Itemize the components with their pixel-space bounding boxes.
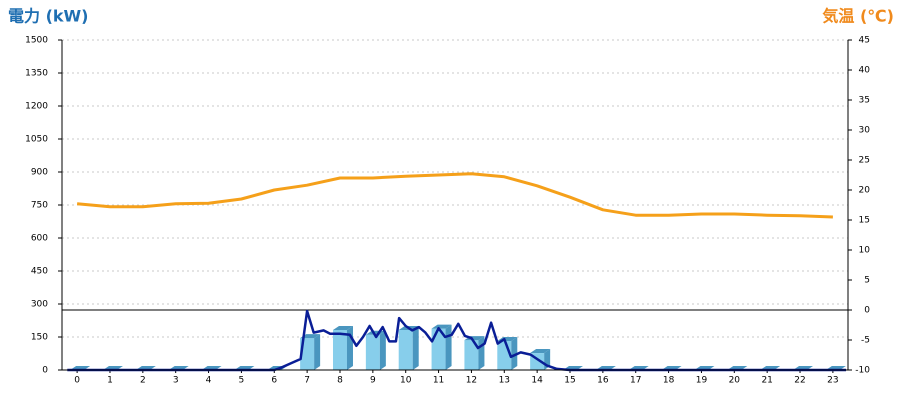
x-tick-label: 10 [400, 376, 412, 386]
bar-face [346, 325, 353, 370]
bar-face [464, 340, 479, 370]
y-tick-label: 1050 [25, 135, 48, 145]
bar [300, 334, 321, 370]
x-tick-label: 3 [173, 376, 179, 386]
y2-tick-label: 5 [864, 276, 870, 286]
y2-tick-label: 10 [859, 246, 871, 256]
bar-face [314, 334, 321, 370]
x-tick-label: 12 [466, 376, 477, 386]
bar-face [332, 329, 347, 370]
y-tick-label: 600 [31, 234, 48, 244]
bar-face [511, 336, 518, 370]
y2-tick-label: 45 [859, 36, 870, 46]
bar-face [478, 336, 485, 370]
bar [431, 324, 452, 370]
bar-face [332, 325, 353, 330]
x-tick-label: 1 [107, 376, 113, 386]
y-tick-label: 300 [31, 300, 48, 310]
bar-face [431, 328, 446, 370]
bar-face [398, 329, 413, 370]
x-tick-label: 13 [499, 376, 510, 386]
y-tick-label: 1200 [25, 102, 48, 112]
y2-tick-label: -10 [855, 366, 870, 376]
x-tick-label: 6 [271, 376, 277, 386]
bar-face [530, 349, 551, 354]
y2-tick-label: 0 [864, 306, 870, 316]
x-tick-label: 0 [74, 376, 80, 386]
bar-face [300, 338, 315, 370]
x-tick-label: 5 [239, 376, 245, 386]
y-tick-label: 1500 [25, 36, 48, 46]
y2-tick-label: 15 [859, 216, 870, 226]
bar [464, 336, 485, 370]
y2-tick-label: -5 [861, 336, 870, 346]
x-tick-label: 15 [564, 376, 575, 386]
x-tick-label: 17 [630, 376, 641, 386]
y2-tick-label: 40 [859, 66, 871, 76]
x-tick-label: 16 [597, 376, 609, 386]
line [67, 309, 846, 372]
bar [398, 325, 419, 370]
x-tick-label: 18 [663, 376, 675, 386]
bar-face [412, 325, 419, 370]
y-tick-label: 750 [31, 201, 48, 211]
x-tick-label: 4 [206, 376, 212, 386]
x-tick-label: 23 [827, 376, 838, 386]
x-tick-label: 9 [370, 376, 376, 386]
y2-tick-label: 30 [859, 126, 871, 136]
y2-tick-label: 25 [859, 156, 870, 166]
y-tick-label: 0 [42, 366, 48, 376]
x-tick-label: 22 [794, 376, 805, 386]
y2-tick-label: 35 [859, 96, 870, 106]
bar-face [300, 334, 321, 339]
bar [365, 330, 386, 370]
y-tick-label: 150 [31, 333, 48, 343]
y-tick-label: 1350 [25, 69, 48, 79]
x-tick-label: 11 [433, 376, 444, 386]
bar-face [431, 324, 452, 329]
x-tick-label: 2 [140, 376, 146, 386]
bar-face [445, 324, 452, 370]
x-tick-label: 8 [337, 376, 343, 386]
bar-face [365, 334, 380, 370]
bar-face [379, 330, 386, 370]
x-tick-label: 19 [696, 376, 708, 386]
line [76, 172, 833, 219]
x-tick-label: 20 [729, 376, 741, 386]
y-tick-label: 450 [31, 267, 48, 277]
y-axis-title: 電力 (kW) [8, 7, 89, 26]
y-tick-label: 900 [31, 168, 48, 178]
x-tick-label: 14 [531, 376, 543, 386]
y2-axis-title: 気温 (℃) [822, 7, 894, 26]
x-tick-label: 7 [304, 376, 310, 386]
y2-tick-label: 20 [859, 186, 871, 196]
x-tick-label: 21 [761, 376, 772, 386]
